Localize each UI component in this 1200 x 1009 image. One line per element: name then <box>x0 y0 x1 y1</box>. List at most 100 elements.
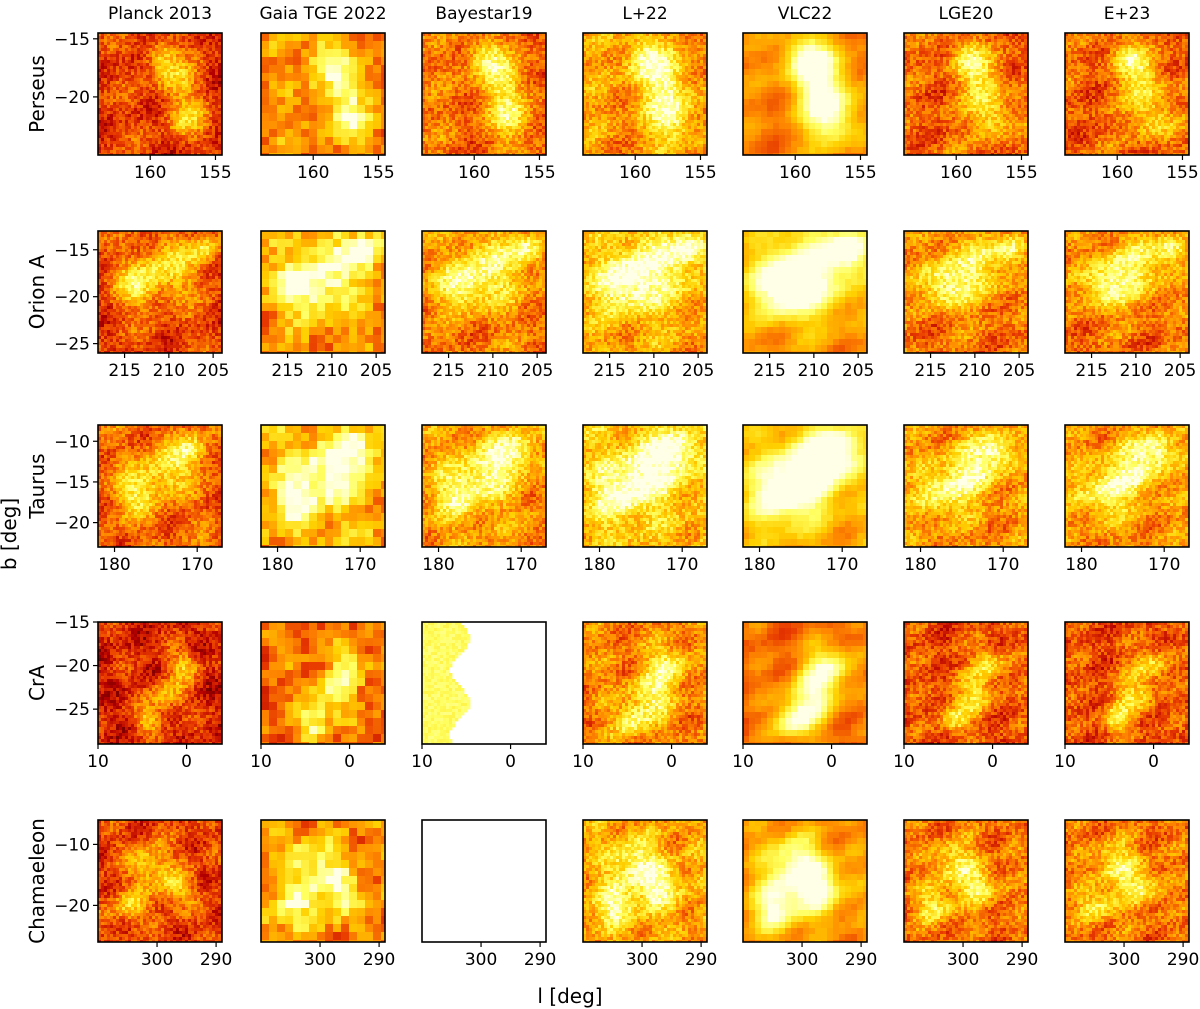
x-tick-label: 10 <box>893 752 915 772</box>
column-title: Bayestar19 <box>435 4 532 24</box>
x-tick-label: 210 <box>638 361 670 381</box>
y-tick-label: −25 <box>54 700 90 720</box>
heatmap-panel <box>583 425 707 547</box>
x-tick-label: 170 <box>505 555 537 575</box>
x-tick-label: 205 <box>197 361 229 381</box>
x-tick-label: 155 <box>844 163 876 183</box>
y-tick-label: −20 <box>54 657 90 677</box>
x-tick-label: 0 <box>826 752 837 772</box>
column-title: LGE20 <box>938 4 993 24</box>
heatmap-panel <box>98 622 222 744</box>
x-tick-label: 215 <box>753 361 785 381</box>
row-label: CrA <box>25 665 49 701</box>
x-tick-label: 180 <box>422 555 454 575</box>
heatmap-panel <box>743 33 867 155</box>
x-tick-label: 180 <box>743 555 775 575</box>
heatmap-panel <box>1065 425 1189 547</box>
x-tick-label: 170 <box>181 555 213 575</box>
row-label: Taurus <box>25 453 49 519</box>
x-tick-label: 10 <box>732 752 754 772</box>
x-tick-label: 170 <box>1148 555 1180 575</box>
x-tick-label: 0 <box>505 752 516 772</box>
x-tick-label: 170 <box>987 555 1019 575</box>
x-tick-label: 170 <box>666 555 698 575</box>
x-tick-label: 180 <box>261 555 293 575</box>
x-tick-label: 290 <box>1167 950 1199 970</box>
x-tick-label: 155 <box>684 163 716 183</box>
heatmap-panel <box>904 622 1028 744</box>
x-tick-label: 300 <box>304 950 336 970</box>
y-tick-label: −15 <box>54 473 90 493</box>
x-tick-label: 205 <box>842 361 874 381</box>
y-tick-label: −20 <box>54 896 90 916</box>
heatmap-panel <box>743 622 867 744</box>
x-tick-label: 300 <box>465 950 497 970</box>
heatmap-panel <box>261 425 385 547</box>
x-tick-label: 10 <box>572 752 594 772</box>
x-tick-label: 160 <box>134 163 166 183</box>
y-tick-label: −25 <box>54 335 90 355</box>
y-axis-label: b [deg] <box>0 498 21 570</box>
x-tick-label: 160 <box>619 163 651 183</box>
x-tick-label: 0 <box>987 752 998 772</box>
x-tick-label: 215 <box>914 361 946 381</box>
heatmap-panel <box>98 425 222 547</box>
heatmap-panel <box>1065 33 1189 155</box>
panel-frames <box>97 32 1190 943</box>
x-tick-label: 210 <box>477 361 509 381</box>
y-tick-label: −20 <box>54 288 90 308</box>
x-tick-label: 300 <box>786 950 818 970</box>
x-tick-label: 290 <box>1006 950 1038 970</box>
x-tick-label: 300 <box>1108 950 1140 970</box>
heatmap-panel <box>743 425 867 547</box>
heatmap-panel <box>743 231 867 353</box>
heatmap-panel <box>261 622 385 744</box>
heatmap-panel <box>422 622 471 744</box>
x-tick-label: 10 <box>411 752 433 772</box>
heatmap-panel <box>98 820 222 942</box>
column-title: E+23 <box>1104 4 1151 24</box>
x-tick-label: 155 <box>1005 163 1037 183</box>
x-tick-label: 205 <box>1003 361 1035 381</box>
heatmap-panel <box>904 33 1028 155</box>
column-title: Planck 2013 <box>108 4 212 24</box>
x-tick-label: 205 <box>521 361 553 381</box>
x-tick-label: 290 <box>200 950 232 970</box>
y-tick-label: −20 <box>54 514 90 534</box>
x-tick-label: 300 <box>141 950 173 970</box>
x-tick-label: 180 <box>1065 555 1097 575</box>
x-tick-label: 290 <box>524 950 556 970</box>
y-tick-label: −15 <box>54 613 90 633</box>
x-tick-label: 160 <box>1101 163 1133 183</box>
x-tick-label: 160 <box>297 163 329 183</box>
row-label: Perseus <box>25 55 49 133</box>
x-tick-label: 0 <box>344 752 355 772</box>
x-tick-label: 10 <box>87 752 109 772</box>
heatmap-panel <box>98 231 222 353</box>
heatmap-panel <box>261 231 385 353</box>
heatmap-panel <box>743 820 867 942</box>
heatmap-panel <box>422 425 546 547</box>
heatmap-panel <box>583 33 707 155</box>
x-tick-label: 215 <box>271 361 303 381</box>
x-tick-label: 10 <box>250 752 272 772</box>
x-tick-label: 215 <box>432 361 464 381</box>
x-tick-label: 160 <box>458 163 490 183</box>
x-tick-label: 290 <box>685 950 717 970</box>
heatmap-panel <box>904 231 1028 353</box>
x-tick-label: 210 <box>153 361 185 381</box>
heatmap-panel <box>422 33 546 155</box>
x-tick-label: 210 <box>1120 361 1152 381</box>
heatmap-panel <box>583 820 707 942</box>
heatmap-panel <box>261 820 385 942</box>
column-title: VLC22 <box>778 4 833 24</box>
x-tick-label: 290 <box>845 950 877 970</box>
heatmap-panel <box>98 33 222 155</box>
x-tick-label: 215 <box>593 361 625 381</box>
x-tick-label: 170 <box>826 555 858 575</box>
x-tick-label: 205 <box>1164 361 1196 381</box>
x-tick-label: 10 <box>1054 752 1076 772</box>
heatmap-panel <box>1065 820 1189 942</box>
row-label: Orion A <box>25 254 49 329</box>
